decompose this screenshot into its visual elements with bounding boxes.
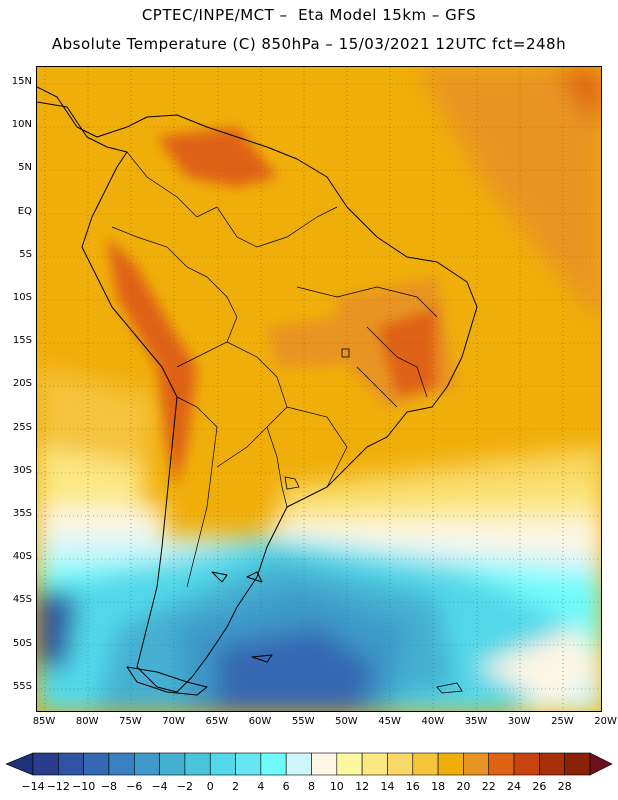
colorbar-label: −10: [72, 780, 96, 793]
lat-tick-label: 35S: [12, 508, 32, 519]
lon-tick-label: 65W: [205, 716, 229, 727]
colorbar-swatch: [437, 752, 464, 776]
colorbar-swatch: [361, 752, 388, 776]
colorbar-label: 8: [308, 780, 315, 793]
lat-tick-label: 5S: [19, 248, 32, 260]
colorbar-swatch: [108, 752, 135, 776]
colorbar-swatch: [463, 752, 490, 776]
lat-tick-label: 55S: [12, 680, 32, 692]
lon-tick-label: 45W: [378, 716, 401, 727]
temperature-map: [36, 66, 602, 712]
colorbar-swatch: [260, 752, 287, 776]
lakes-islands: [284, 348, 463, 694]
colorbar-swatch: [32, 752, 59, 776]
map-canvas: [37, 67, 601, 711]
lon-tick-label: 60W: [248, 716, 272, 727]
colorbar-swatch: [285, 752, 312, 776]
colorbar-swatch: [209, 752, 236, 776]
colorbar-swatch: [513, 752, 540, 776]
lon-tick-label: 20W: [594, 716, 617, 727]
lon-tick-label: 80W: [75, 716, 99, 727]
colorbar-label: −12: [46, 780, 70, 793]
colorbar-label: 12: [355, 780, 370, 793]
lon-tick-label: 40W: [421, 716, 445, 727]
colorbar-label: 14: [380, 780, 395, 793]
country-borders: [111, 151, 438, 588]
colorbar: [5, 752, 613, 776]
colorbar-label: 20: [456, 780, 471, 793]
colorbar-label: −2: [176, 780, 194, 793]
colorbar-label: 22: [481, 780, 496, 793]
lon-tick-label: 25W: [551, 716, 574, 727]
colorbar-swatch: [488, 752, 515, 776]
colorbar-label: 24: [507, 780, 522, 793]
chart-title: CPTEC/INPE/MCT – Eta Model 15km – GFS: [141, 6, 477, 24]
colorbar-label: 10: [329, 780, 344, 793]
lat-tick-label: 15N: [11, 76, 32, 87]
lat-tick-label: 50S: [12, 637, 32, 649]
colorbar-label: 28: [557, 780, 572, 793]
colorbar-label: 6: [282, 780, 290, 793]
andes-warm: [107, 127, 457, 487]
lat-tick-label: 45S: [12, 594, 32, 606]
lat-tick-label: 40S: [12, 551, 32, 563]
lat-tick-label: 30S: [12, 464, 32, 476]
lon-tick-label: 30W: [507, 716, 531, 727]
colorbar-swatch: [564, 752, 591, 776]
colorbar-swatch: [336, 752, 363, 776]
temperature-field: [37, 67, 601, 711]
colorbar-label: −8: [100, 780, 118, 793]
colorbar-swatch: [412, 752, 439, 776]
colorbar-min-arrow: [5, 752, 34, 776]
chart-subtitle: Absolute Temperature (C) 850hPa – 15/03/…: [51, 35, 567, 53]
coastline: [37, 86, 478, 696]
lon-tick-label: 35W: [464, 716, 488, 727]
colorbar-swatch: [83, 752, 110, 776]
lat-tick-label: EQ: [17, 205, 32, 217]
lat-tick-label: 15S: [12, 335, 32, 347]
colorbar-label: −4: [151, 780, 168, 793]
lon-tick-label: 50W: [335, 716, 358, 727]
colorbar-max-arrow: [589, 752, 613, 776]
lat-tick-label: 25S: [12, 421, 32, 433]
colorbar-swatch: [387, 752, 414, 776]
lon-tick-label: 55W: [291, 716, 315, 727]
colorbar-swatch: [235, 752, 262, 776]
lat-tick-label: 10S: [12, 292, 32, 303]
colorbar-label: 18: [431, 780, 446, 793]
lat-tick-label: 10N: [11, 119, 32, 131]
colorbar-label: −14: [21, 780, 45, 793]
lat-tick-label: 20S: [12, 378, 32, 390]
colorbar-swatch: [133, 752, 160, 776]
colorbar-swatch: [539, 752, 565, 776]
lon-tick-label: 85W: [32, 716, 56, 727]
colorbar-swatch: [159, 752, 186, 776]
colorbar-label: 4: [257, 780, 265, 793]
lon-tick-label: 70W: [162, 716, 185, 727]
colorbar-label: 2: [232, 780, 240, 793]
lat-tick-label: 5N: [18, 162, 32, 174]
colorbar-label: 0: [206, 780, 214, 793]
colorbar-label: 26: [532, 780, 547, 793]
lon-tick-label: 75W: [119, 716, 142, 727]
colorbar-swatch: [311, 752, 338, 776]
colorbar-label: −6: [126, 780, 143, 793]
colorbar-label: 16: [405, 780, 420, 793]
colorbar-swatch: [184, 752, 211, 776]
colorbar-swatch: [58, 752, 84, 776]
